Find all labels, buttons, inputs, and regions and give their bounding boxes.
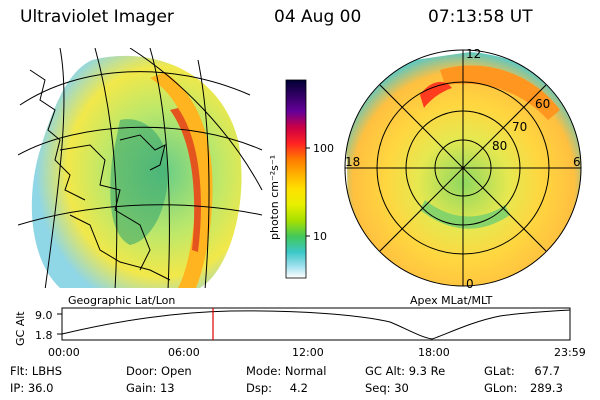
info-seq-value: 30 [394,381,409,395]
mlt-label-12: 12 [466,47,481,61]
alt-xtick-4: 23:59 [554,346,586,359]
alt-xtick-0: 00:00 [48,346,80,359]
info-mode: Mode: Normal [246,364,326,378]
altitude-curve [61,309,571,340]
info-door-label: Door: [126,364,158,378]
polar-image-panel: 12 18 6 0 60 70 80 [344,47,582,291]
alt-ytick-9: 9.0 [35,309,53,322]
mlt-label-18: 18 [345,155,360,169]
info-mode-value: Normal [284,364,327,378]
alt-xtick-2: 12:00 [292,346,324,359]
info-gain-label: Gain: [126,381,157,395]
info-ip-label: IP: [10,381,25,395]
info-glat-value: 67.7 [534,364,561,378]
info-door: Door: Open [126,364,192,378]
info-flt-label: Flt: [10,364,29,378]
mlat-label-60: 60 [535,97,550,111]
info-seq: Seq: 30 [365,381,409,395]
info-ip: IP: 36.0 [10,381,53,395]
info-dsp-value: 4.2 [289,381,308,395]
info-glat: GLat: 67.7 [484,364,560,378]
right-panel-caption: Apex MLat/MLT [410,294,493,307]
coastline [29,69,86,201]
info-glon-value: 289.3 [529,381,563,395]
mlt-label-6: 6 [573,155,581,169]
info-door-value: Open [160,364,192,378]
info-dsp: Dsp: 4.2 [246,381,308,395]
info-ip-value: 36.0 [27,381,54,395]
info-gain-value: 13 [159,381,175,395]
info-gcalt-label: GC Alt: [365,364,406,378]
alt-xtick-3: 18:00 [418,346,450,359]
altitude-plot-frame [61,307,571,341]
info-glon-label: GLon: [484,381,518,395]
altitude-plot [57,307,571,341]
info-seq-label: Seq: [365,381,391,395]
mlt-label-0: 0 [466,277,474,291]
info-gcalt-value: 9.3 Re [408,364,446,378]
date-label: 04 Aug 00 [274,7,362,27]
app-title: Ultraviolet Imager [20,7,174,27]
time-label: 07:13:58 UT [428,7,533,27]
geographic-image-panel [18,48,263,288]
alt-ylabel: GC Alt [14,311,27,346]
info-glon: GLon: 289.3 [484,381,563,395]
colorbar-tick-label-10: 10 [313,230,327,243]
info-gain: Gain: 13 [126,381,175,395]
colorbar-label: photon cm⁻²s⁻¹ [268,155,281,240]
geo-grid [18,48,263,288]
colorbar [285,79,307,279]
colorbar-tick-label-100: 100 [313,142,334,155]
info-flt-value: LBHS [31,364,63,378]
info-flt: Flt: LBHS [10,364,62,378]
info-dsp-label: Dsp: [246,381,273,395]
polar-grid [344,49,582,287]
mlat-label-80: 80 [492,139,507,153]
mlat-label-70: 70 [512,120,527,134]
info-mode-label: Mode: [246,364,282,378]
alt-xtick-1: 06:00 [168,346,200,359]
alt-ytick-1: 1.8 [35,329,53,342]
left-panel-caption: Geographic Lat/Lon [68,294,175,307]
info-glat-label: GLat: [484,364,515,378]
info-gcalt: GC Alt: 9.3 Re [365,364,445,378]
